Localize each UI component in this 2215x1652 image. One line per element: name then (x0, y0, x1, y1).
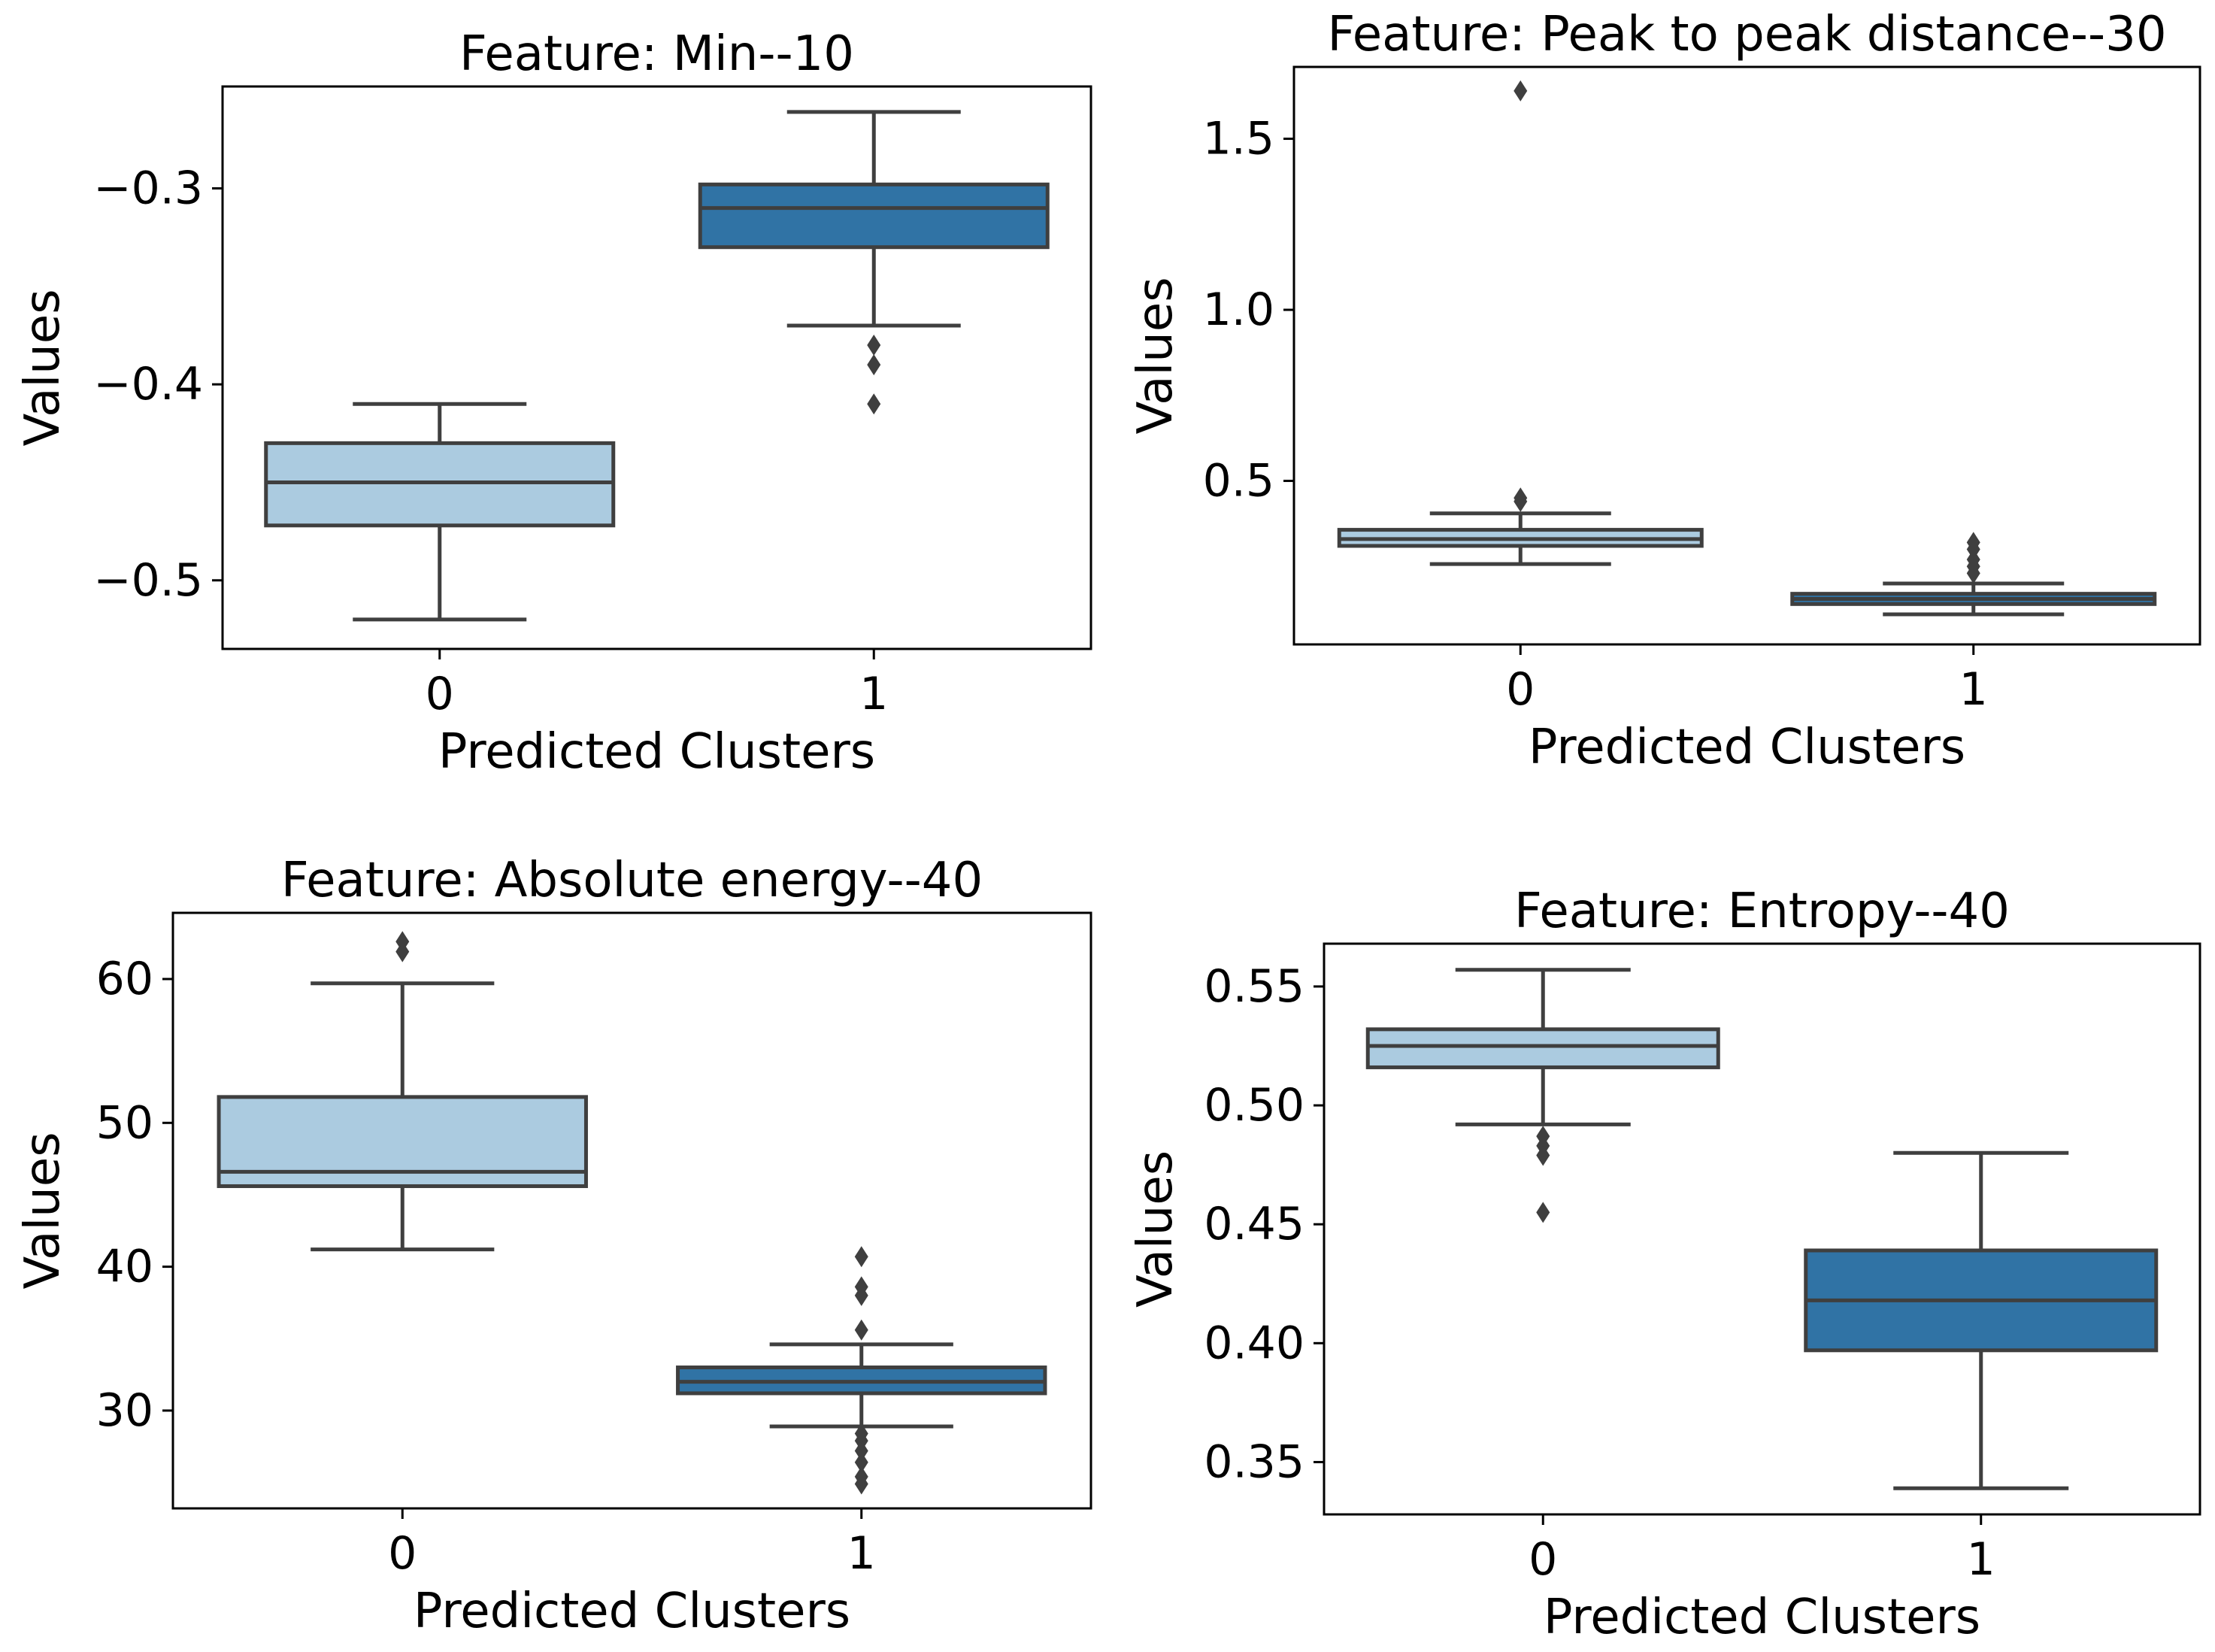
y-axis-label: Values (15, 1132, 71, 1289)
y-tick-label: −0.5 (93, 554, 203, 607)
box-cluster-0 (217, 931, 588, 1252)
chart-title: Feature: Entropy--40 (1514, 884, 2010, 939)
y-tick-label: 60 (96, 953, 153, 1005)
axes-frame (221, 85, 1092, 650)
y-tick-label: 30 (96, 1384, 153, 1437)
outlier-point (854, 1423, 868, 1444)
outlier-point (867, 393, 881, 415)
y-axis-label: Values (1128, 277, 1183, 434)
y-tick-label: 1.5 (1203, 113, 1274, 165)
y-tick-label: 0.50 (1204, 1079, 1304, 1132)
outlier-point (1514, 80, 1528, 102)
outlier-point (854, 1276, 868, 1298)
box-iqr (1365, 1027, 1720, 1069)
y-tick-label: 0.5 (1203, 455, 1274, 508)
axes-frame (1323, 942, 2201, 1516)
axes-frame (171, 911, 1092, 1510)
subplot-1: −0.5 −0.4 −0.3 0 1 Feature: Min--10 Predicted … (15, 26, 1092, 780)
y-tick-label: 40 (96, 1241, 153, 1293)
box-cluster-1 (698, 110, 1050, 415)
x-tick-label: 0 (1506, 663, 1535, 716)
y-axis-label: Values (15, 289, 71, 446)
outlier-point (854, 1246, 868, 1268)
outlier-point (395, 931, 410, 953)
outlier-point (854, 1319, 868, 1341)
y-tick-label: 0.45 (1204, 1198, 1304, 1250)
axes-frame (1292, 65, 2201, 646)
box-cluster-0 (1365, 968, 1720, 1223)
chart-title: Feature: Peak to peak distance--30 (1327, 7, 2166, 62)
x-axis-label: Predicted Clusters (414, 1584, 850, 1639)
x-tick-label: 1 (1959, 663, 1988, 716)
x-tick-label: 0 (1529, 1533, 1557, 1586)
x-tick-label: 1 (847, 1527, 876, 1580)
outlier-point (1536, 1126, 1550, 1147)
y-tick-label: 0.55 (1204, 960, 1304, 1013)
outlier-point (1966, 532, 1980, 553)
outlier-point (1536, 1202, 1550, 1223)
x-axis-label: Predicted Clusters (1544, 1590, 1980, 1645)
subplot-3: 30 40 50 60 0 1 Feature: Absolute energy--40 Pr… (15, 853, 1092, 1639)
y-axis-label: Values (1128, 1150, 1183, 1308)
subplot-4: 0.35 0.40 0.45 0.50 0.55 0 1 Feature: Entropy--… (1128, 884, 2201, 1645)
y-tick-label: 0.40 (1204, 1317, 1304, 1369)
x-tick-label: 0 (388, 1527, 417, 1580)
y-tick-label: 50 (96, 1096, 153, 1149)
x-axis-label: Predicted Clusters (438, 724, 875, 780)
box-cluster-1 (676, 1246, 1047, 1495)
box-cluster-1 (1790, 532, 2157, 617)
outlier-point (854, 1451, 868, 1473)
y-tick-label: 1.0 (1203, 283, 1274, 336)
y-tick-label: 0.35 (1204, 1435, 1304, 1488)
box-iqr (698, 182, 1050, 250)
y-tick-label: −0.3 (93, 162, 203, 215)
outlier-point (854, 1466, 868, 1487)
subplot-2: 0.5 1.0 1.5 0 1 Feature: Peak to peak distanc… (1128, 7, 2201, 775)
box-cluster-0 (1337, 80, 1704, 566)
box-cluster-1 (1804, 1150, 2159, 1490)
outlier-point (1514, 487, 1528, 509)
chart-title: Feature: Absolute energy--40 (281, 853, 983, 908)
x-tick-label: 0 (426, 668, 454, 720)
x-tick-label: 1 (859, 668, 888, 720)
chart-title: Feature: Min--10 (459, 26, 854, 82)
box-cluster-0 (264, 402, 616, 622)
box-iqr (264, 441, 616, 528)
outlier-point (867, 335, 881, 356)
x-tick-label: 1 (1967, 1533, 1995, 1586)
outlier-point (867, 354, 881, 376)
x-axis-label: Predicted Clusters (1529, 720, 1965, 775)
y-tick-label: −0.4 (93, 358, 203, 411)
